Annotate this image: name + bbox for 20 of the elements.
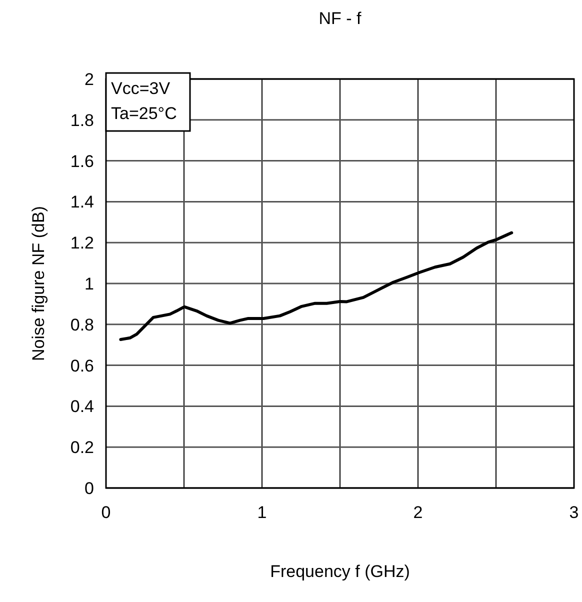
y-tick-label: 0.6 [70, 356, 94, 376]
x-tick-label: 3 [569, 503, 579, 522]
x-tick-label: 0 [101, 503, 111, 522]
y-tick-label: 1 [84, 274, 94, 294]
x-tick-label: 2 [413, 503, 423, 522]
y-tick-label: 0.2 [70, 438, 94, 458]
annotation: Vcc=3V [111, 79, 171, 98]
x-axis-title: Frequency f (GHz) [270, 562, 410, 581]
x-tick-label: 1 [257, 503, 267, 522]
y-tick-label: 2 [84, 70, 94, 89]
y-tick-label: 0 [84, 479, 94, 498]
y-axis-title: Noise figure NF (dB) [29, 206, 48, 361]
y-tick-label: 1.4 [70, 192, 94, 212]
chart-title: NF - f [318, 9, 362, 28]
y-tick-label: 0.8 [70, 315, 94, 334]
y-tick-label: 1.2 [70, 234, 94, 253]
y-tick-label: 0.4 [70, 397, 94, 416]
y-tick-label: 1.6 [70, 152, 94, 171]
annotation: Ta=25°C [111, 104, 177, 123]
y-tick-label: 1.8 [70, 110, 94, 130]
